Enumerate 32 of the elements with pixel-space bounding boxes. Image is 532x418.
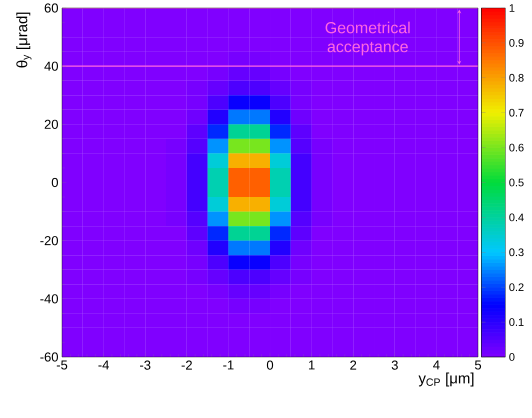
x-tick-label: -4 bbox=[98, 360, 109, 370]
y-tick-label: -40 bbox=[40, 294, 58, 304]
x-tick-label: 2 bbox=[350, 360, 356, 370]
x-tick-label: 4 bbox=[433, 360, 440, 370]
y-tick-label: 40 bbox=[44, 62, 58, 71]
y-tick-label: 60 bbox=[44, 3, 58, 13]
y-tick-label: 0 bbox=[52, 178, 58, 188]
color-bar-label: 0.9 bbox=[509, 39, 524, 47]
x-tick-label: -2 bbox=[182, 360, 192, 370]
color-bar-label: 0.3 bbox=[509, 248, 524, 256]
x-tick-label: -3 bbox=[140, 360, 150, 370]
color-bar-label: 0.6 bbox=[509, 144, 524, 152]
x-tick-label: -5 bbox=[56, 360, 68, 370]
color-bar-label: 0.7 bbox=[509, 108, 524, 117]
color-bar-label: 0.1 bbox=[509, 318, 524, 326]
x-tick-label: 3 bbox=[392, 360, 398, 370]
color-bar-label: 1 bbox=[510, 4, 514, 12]
y-tick-label: -20 bbox=[40, 236, 58, 246]
x-tick-label: 5 bbox=[474, 360, 482, 370]
annotation: Geometrical acceptance bbox=[326, 22, 410, 56]
x-tick-label: 0 bbox=[266, 360, 274, 370]
y-axis-title: θ$_{y}$ [μrad] bbox=[16, 12, 32, 68]
color-bar-label: 0.2 bbox=[509, 283, 524, 292]
y-tick-label: -60 bbox=[40, 352, 58, 362]
color-bar-label: 0.5 bbox=[509, 178, 524, 186]
x-tick-label: 1 bbox=[308, 360, 315, 370]
x-tick-label: -1 bbox=[223, 360, 234, 370]
y-tick-label: 20 bbox=[44, 120, 58, 129]
color-bar-label: 0.8 bbox=[509, 74, 524, 82]
x-axis-title: y$_{CP}$ [μm] bbox=[418, 372, 474, 386]
color-bar-label: 0.4 bbox=[509, 214, 524, 222]
color-bar-label: 0 bbox=[509, 353, 515, 361]
